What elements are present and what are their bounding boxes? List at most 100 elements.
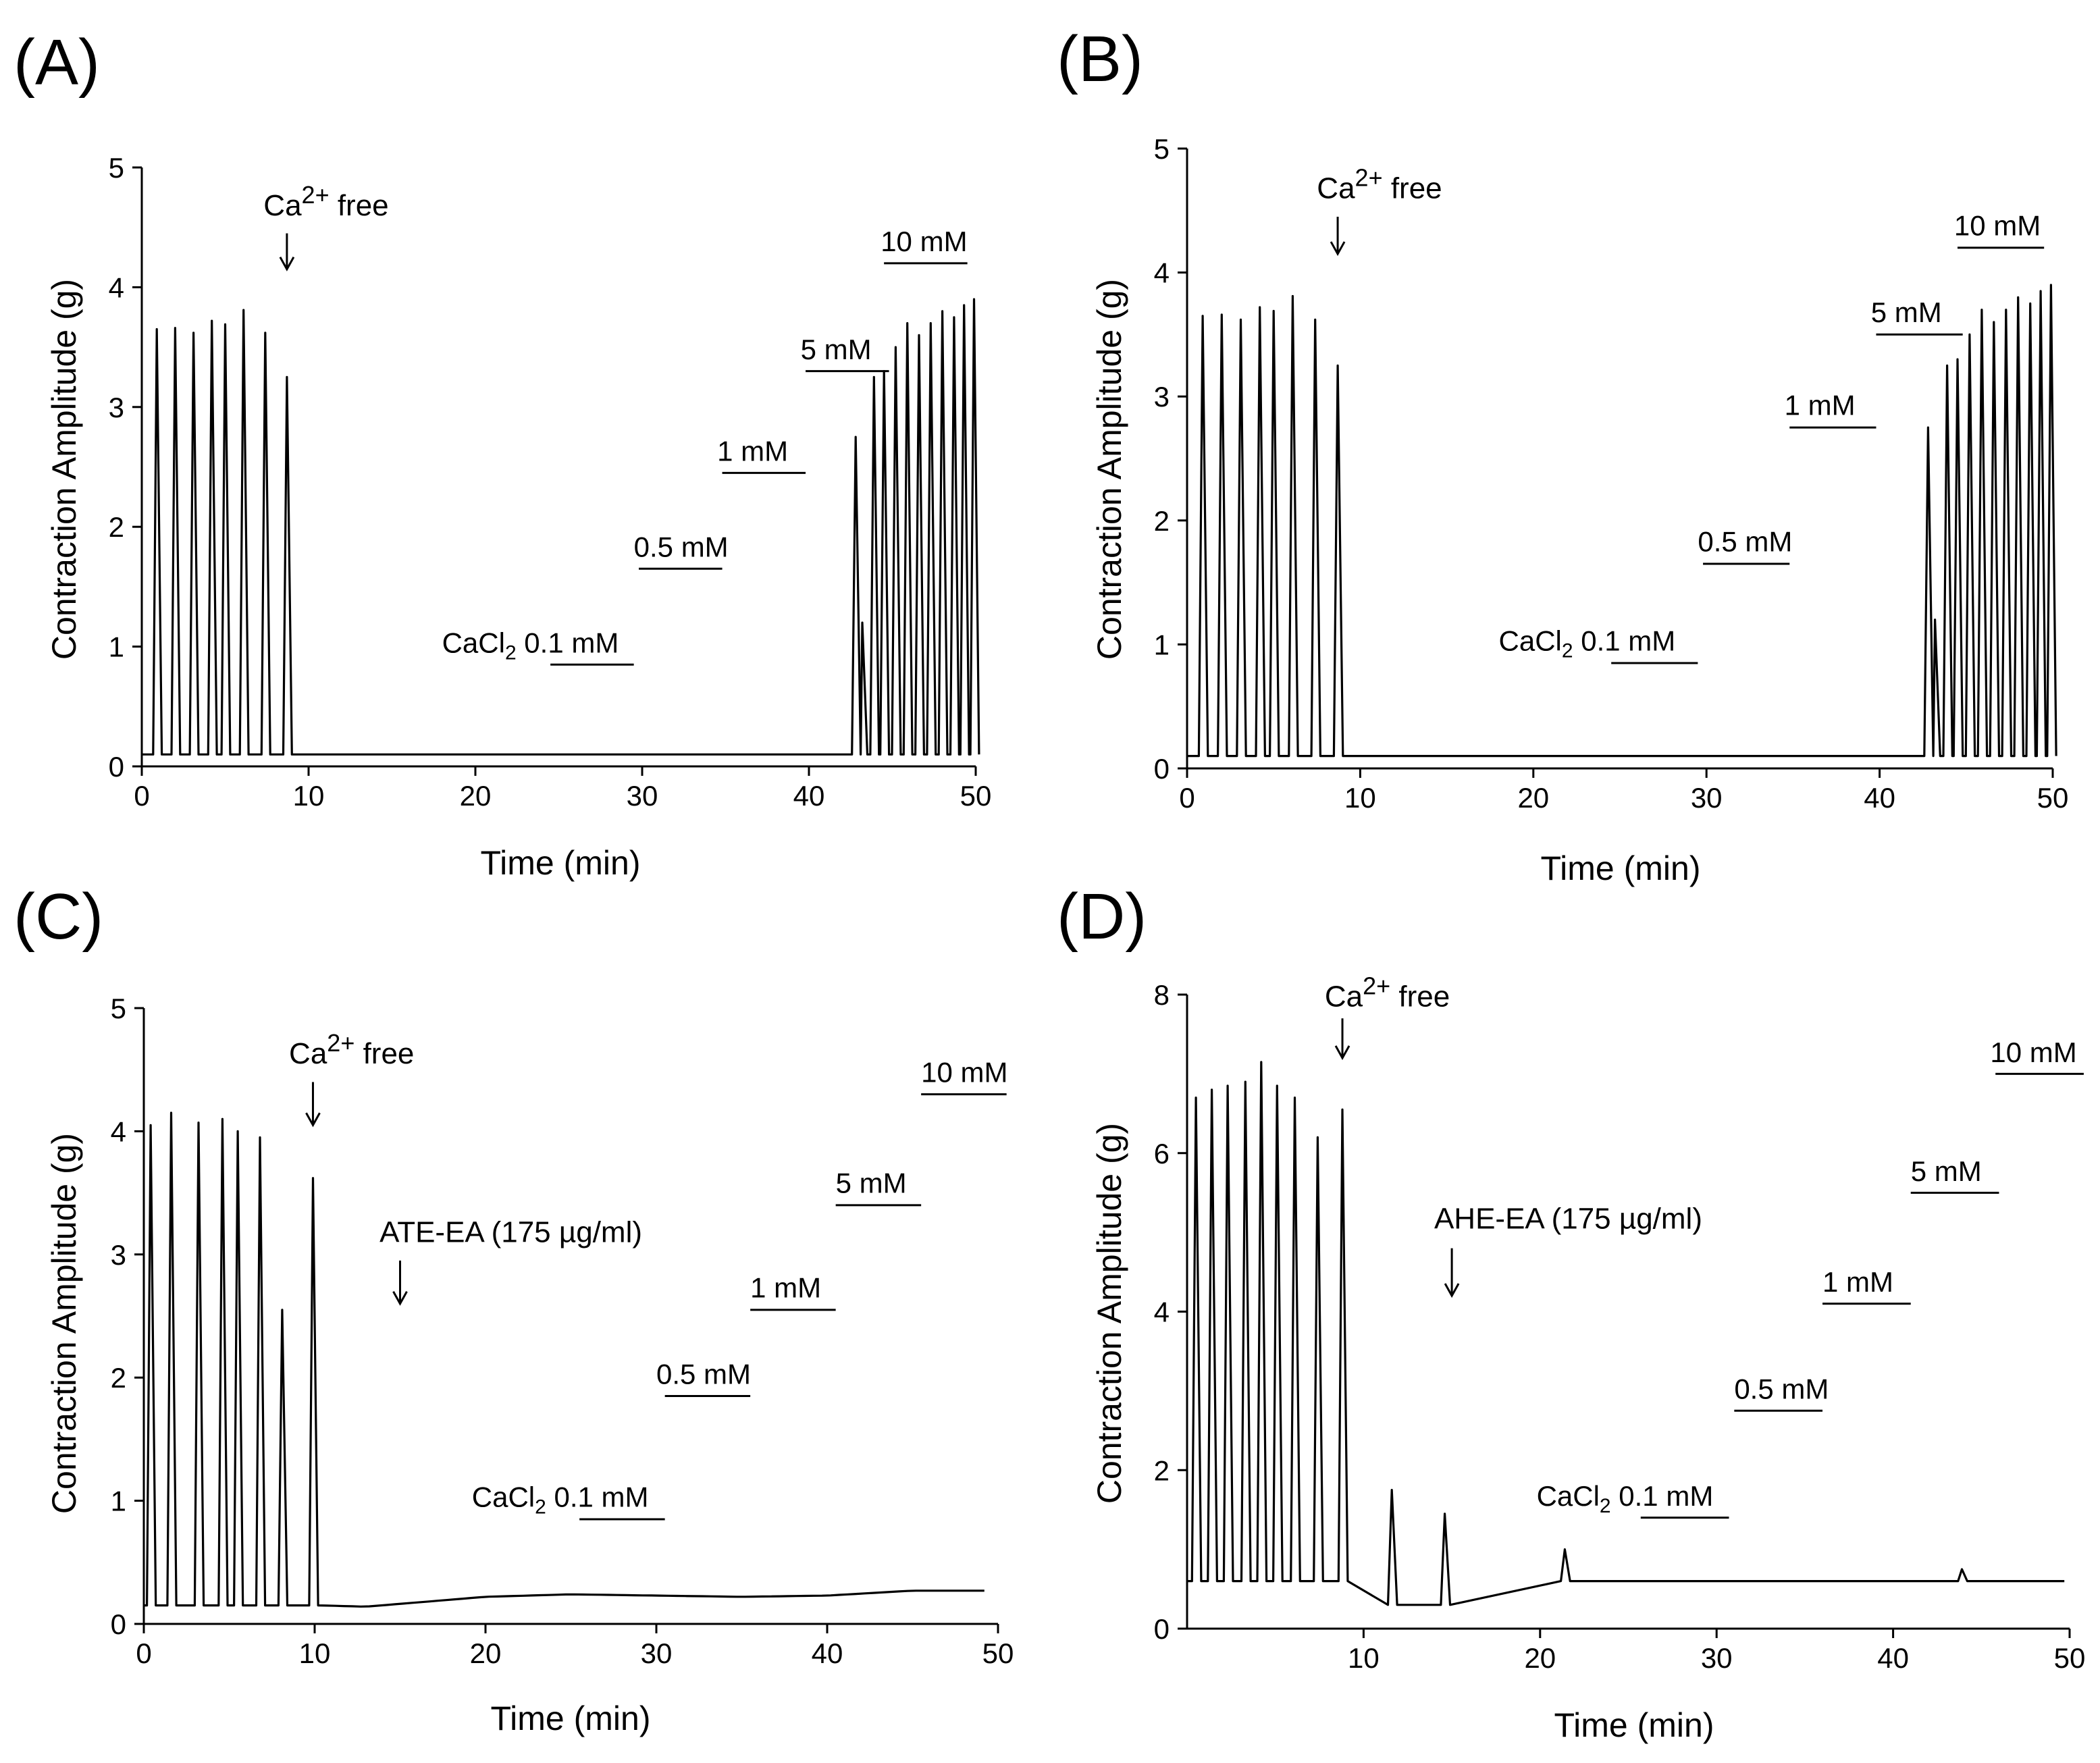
arrow-label: Ca2+ free <box>1317 163 1442 205</box>
x-tick-label: 20 <box>460 780 492 812</box>
x-tick-label: 40 <box>1864 782 1895 814</box>
concentration-label: 0.5 mM <box>1734 1373 1829 1405</box>
y-tick-label: 8 <box>1154 979 1170 1011</box>
arrow-label: AHE-EA (175 µg/ml) <box>1434 1202 1702 1235</box>
concentration-label-main: 0.5 mM <box>634 531 729 563</box>
arrow-label-rest: free <box>355 1037 414 1070</box>
contraction-trace <box>142 298 980 756</box>
concentration-label: CaCl2 0.1 mM <box>1537 1480 1714 1517</box>
annotation-arrowhead <box>1444 1283 1460 1298</box>
arrow-label-group: AHE-EA (175 µg/ml) <box>1434 1202 1702 1235</box>
x-tick-label: 40 <box>793 780 825 812</box>
x-axis-label: Time (min) <box>490 1700 650 1737</box>
concentration-label-main: 0.5 mM <box>1734 1373 1829 1405</box>
concentration-label: 0.5 mM <box>656 1358 751 1390</box>
arrow-label-group: Ca2+ free <box>263 181 388 222</box>
arrow-label-superscript: 2+ <box>302 181 330 209</box>
arrow-label: Ca2+ free <box>263 181 388 222</box>
arrow-label-superscript: 2+ <box>1355 163 1383 191</box>
concentration-label: 1 mM <box>717 436 788 467</box>
x-tick-label: 10 <box>299 1637 331 1669</box>
y-tick-label: 4 <box>1154 1296 1170 1328</box>
y-tick-label: 3 <box>111 1239 126 1271</box>
y-tick-label: 0 <box>111 1608 126 1640</box>
y-axis-label: Contraction Amplitude (g) <box>45 1133 83 1514</box>
concentration-label-main: 10 mM <box>921 1056 1007 1088</box>
contraction-trace <box>1187 284 2057 758</box>
concentration-label: 10 mM <box>1954 210 2041 242</box>
arrow-label-group: Ca2+ free <box>1325 972 1450 1014</box>
chart-panel-d: (D) 10 20 30 40 50 0 2 4 6 8 Ca2+ free AHE-EA (175 … <box>1057 880 2085 1744</box>
concentration-label-main: CaCl <box>1537 1480 1600 1512</box>
chart-panel-c: (C) 0 10 20 30 40 50 0 1 2 3 4 5 Ca2+ free ATE-EA (17… <box>14 880 1014 1737</box>
concentration-label: CaCl2 0.1 mM <box>1499 625 1676 662</box>
y-tick-label: 5 <box>1154 133 1170 165</box>
y-tick-label: 4 <box>111 1115 126 1147</box>
concentration-label: CaCl2 0.1 mM <box>442 627 619 664</box>
x-axis-label: Time (min) <box>480 844 640 882</box>
y-tick-label: 2 <box>1154 1454 1170 1486</box>
y-tick-label: 2 <box>1154 505 1170 537</box>
arrow-label: Ca2+ free <box>289 1029 414 1070</box>
concentration-label-subscript: 2 <box>505 641 517 664</box>
x-tick-label: 10 <box>1348 1642 1380 1674</box>
arrow-label-main: Ca <box>289 1037 327 1070</box>
concentration-label-main: 5 mM <box>1871 296 1942 328</box>
arrow-label-superscript: 2+ <box>327 1029 355 1057</box>
x-tick-label: 10 <box>293 780 325 812</box>
concentration-label-main: 0.5 mM <box>656 1358 751 1390</box>
x-axis-label: Time (min) <box>1540 849 1700 887</box>
x-tick-label: 10 <box>1344 782 1376 814</box>
annotation-arrowhead <box>1334 1045 1350 1060</box>
concentration-label-main: CaCl <box>472 1481 535 1513</box>
y-axis-label: Contraction Amplitude (g) <box>45 279 83 660</box>
y-tick-label: 2 <box>109 511 124 543</box>
panel-label: (A) <box>14 26 100 99</box>
concentration-label: 1 mM <box>1785 390 1856 421</box>
annotation-arrowhead <box>392 1291 408 1306</box>
panel-label: (C) <box>14 880 103 953</box>
y-tick-label: 0 <box>1154 1613 1170 1645</box>
concentration-label: 1 mM <box>750 1272 821 1304</box>
y-tick-label: 5 <box>109 152 124 184</box>
concentration-label-main: 1 mM <box>717 436 788 467</box>
concentration-label: 5 mM <box>1871 296 1942 328</box>
y-tick-label: 5 <box>111 993 126 1024</box>
concentration-label-main: CaCl <box>442 627 505 658</box>
x-tick-label: 30 <box>1701 1642 1733 1674</box>
x-tick-label: 50 <box>960 780 992 812</box>
concentration-label-main: 10 mM <box>1990 1036 2076 1068</box>
annotation-arrowhead <box>305 1112 321 1128</box>
arrow-label-main: Ca <box>1317 172 1355 205</box>
x-tick-label: 20 <box>1524 1642 1556 1674</box>
x-tick-label: 30 <box>1691 782 1723 814</box>
x-tick-label: 50 <box>982 1637 1014 1669</box>
concentration-label-subscript: 2 <box>1562 640 1573 662</box>
x-tick-label: 0 <box>134 780 149 812</box>
x-axis-label: Time (min) <box>1554 1706 1714 1744</box>
y-tick-label: 3 <box>109 392 124 423</box>
y-tick-label: 4 <box>109 271 124 303</box>
x-tick-label: 40 <box>812 1637 843 1669</box>
concentration-label: 5 mM <box>801 334 872 365</box>
x-tick-label: 0 <box>1179 782 1195 814</box>
x-tick-label: 50 <box>2054 1642 2086 1674</box>
concentration-label: 0.5 mM <box>634 531 729 563</box>
x-tick-label: 50 <box>2037 782 2069 814</box>
panel-label: (B) <box>1057 23 1143 95</box>
y-tick-label: 1 <box>111 1485 126 1517</box>
concentration-label-main: 1 mM <box>1822 1266 1893 1298</box>
y-tick-label: 0 <box>1154 753 1170 785</box>
arrow-label-group: Ca2+ free <box>1317 163 1442 205</box>
concentration-label: 1 mM <box>1822 1266 1893 1298</box>
y-tick-label: 6 <box>1154 1138 1170 1169</box>
concentration-label: 0.5 mM <box>1698 526 1792 558</box>
concentration-label-rest: 0.1 mM <box>517 627 619 658</box>
arrow-label-group: ATE-EA (175 µg/ml) <box>379 1216 642 1249</box>
y-axis-label: Contraction Amplitude (g) <box>1091 1123 1128 1504</box>
concentration-label-main: 1 mM <box>1785 390 1856 421</box>
